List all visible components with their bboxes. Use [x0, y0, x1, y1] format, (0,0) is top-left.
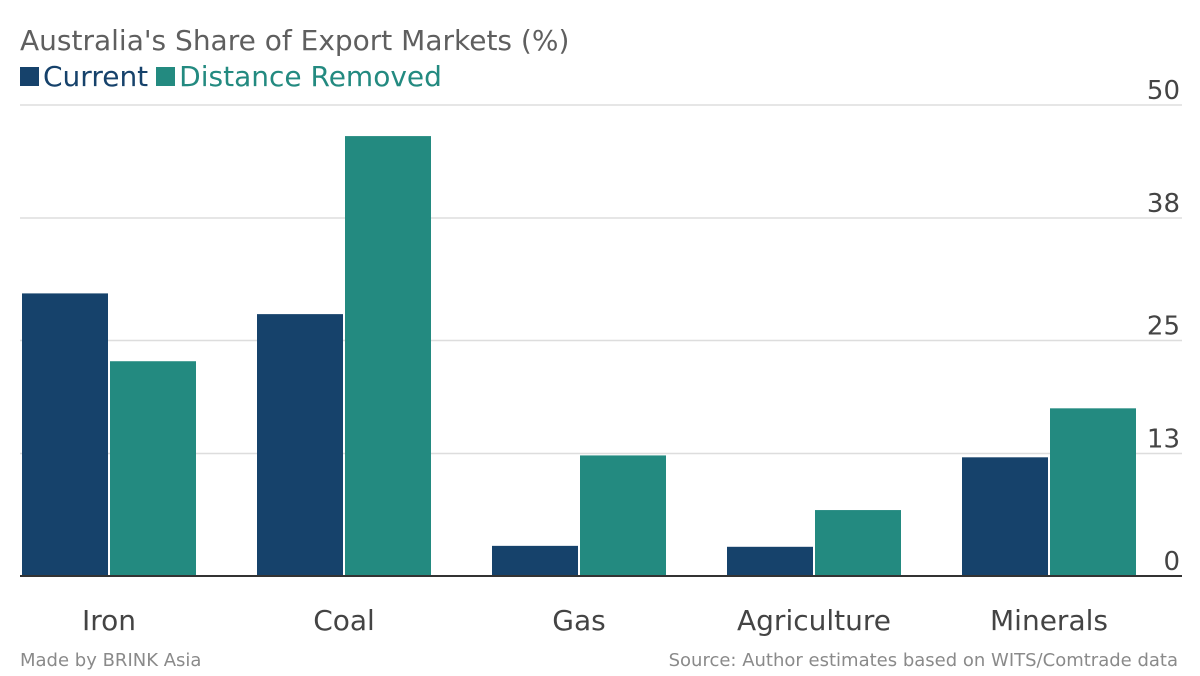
bar-iron-current	[22, 293, 108, 576]
legend-item-distance-removed: Distance Removed	[156, 60, 442, 93]
legend-label-current: Current	[43, 60, 149, 93]
y-tick-label: 13	[1147, 425, 1180, 455]
x-tick-label: Agriculture	[737, 604, 891, 637]
legend-swatch-current	[20, 67, 39, 86]
source-note: Source: Author estimates based on WITS/C…	[668, 650, 1178, 671]
bar-agriculture-distance-removed	[815, 510, 901, 576]
bar-coal-distance-removed	[345, 136, 431, 576]
bar-iron-distance-removed	[110, 361, 196, 576]
x-tick-label: Coal	[313, 604, 375, 637]
legend: Current Distance Removed	[20, 60, 450, 93]
bar-agriculture-current	[727, 546, 813, 576]
legend-swatch-distance-removed	[156, 67, 176, 86]
bar-gas-distance-removed	[580, 455, 666, 576]
chart-title: Australia's Share of Export Markets (%)	[20, 24, 570, 57]
legend-item-current: Current	[20, 60, 148, 93]
x-tick-label: Minerals	[990, 604, 1108, 637]
y-tick-label: 38	[1147, 189, 1180, 219]
bar-minerals-current	[962, 457, 1048, 576]
bar-gas-current	[492, 545, 578, 576]
y-tick-label: 25	[1147, 312, 1180, 342]
y-tick-label: 0	[1163, 547, 1180, 577]
x-tick-label: Iron	[82, 604, 136, 637]
legend-label-distance-removed: Distance Removed	[179, 60, 442, 93]
bar-minerals-distance-removed	[1050, 408, 1136, 576]
bar-coal-current	[257, 314, 343, 576]
credit-note: Made by BRINK Asia	[20, 650, 202, 671]
y-tick-label: 50	[1147, 76, 1180, 106]
x-tick-label: Gas	[552, 604, 605, 637]
